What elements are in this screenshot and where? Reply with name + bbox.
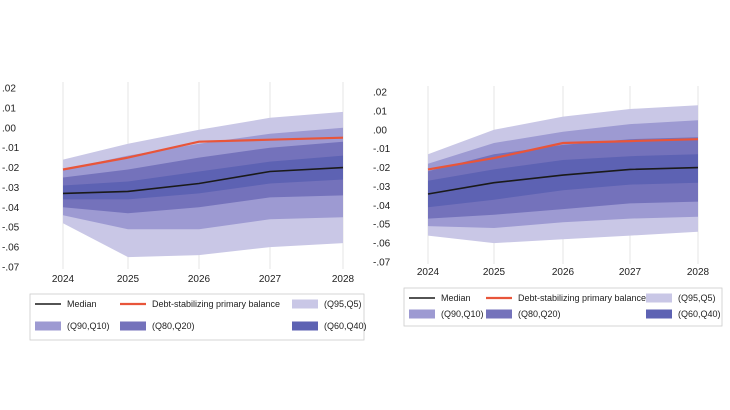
legend-label-q90_10: (Q90,Q10): [67, 321, 110, 331]
x-tick-label-2028: 2028: [332, 274, 355, 285]
legend-label-stabilizing: Debt-stabilizing primary balance: [152, 299, 280, 309]
legend-label-q95_5: (Q95,Q5): [324, 299, 362, 309]
legend-label-q60_40: (Q60,Q40): [678, 309, 721, 319]
x-tick-label-2027: 2027: [619, 267, 642, 278]
legend: Median Debt-stabilizing primary balance (Q…: [403, 287, 723, 327]
median-line: [427, 166, 699, 195]
y-tick-label: -.04: [373, 201, 391, 212]
legend-label-q90_10: (Q90,Q10): [441, 309, 484, 319]
legend: Median Debt-stabilizing primary balance (Q…: [29, 293, 367, 341]
x-tick-label-2027: 2027: [259, 274, 282, 285]
legend-label-stabilizing: Debt-stabilizing primary balance: [518, 293, 646, 303]
legend-label-q80_20: (Q80,Q20): [152, 321, 195, 331]
legend-label-q80_20: (Q80,Q20): [518, 309, 561, 319]
legend-label-median: Median: [441, 293, 471, 303]
y-tick-label: .01: [2, 103, 16, 114]
y-tick-label: -.06: [373, 239, 391, 250]
legend-swatch-q90_10: [35, 321, 61, 331]
y-tick-label: .01: [373, 106, 387, 117]
y-tick-label: -.02: [2, 163, 20, 174]
legend-swatch-q95_5: [292, 299, 318, 309]
legend-swatch-q95_5: [646, 293, 672, 303]
right-fan-chart: .02 .01 .00 -.01 -.02 -.03 -.04 -.05 -.06 -.07 202…: [373, 86, 723, 327]
x-tick-label-2026: 2026: [188, 274, 211, 285]
x-tick-label-2024: 2024: [52, 274, 75, 285]
legend-swatch-q80_20: [120, 321, 146, 331]
legend-swatch-q60_40: [292, 321, 318, 331]
x-tick-label-2028: 2028: [687, 267, 710, 278]
legend-swatch-q60_40: [646, 309, 672, 319]
x-tick-label-2025: 2025: [483, 267, 506, 278]
y-tick-label: -.06: [2, 243, 20, 254]
y-tick-label: -.07: [2, 263, 20, 274]
y-tick-label: -.03: [2, 183, 20, 194]
legend-swatch-q90_10: [409, 309, 435, 319]
band-q60-40: [428, 154, 698, 208]
y-tick-label: -.03: [373, 182, 391, 193]
y-tick-label: .02: [373, 88, 387, 99]
debt-stabilizing-line: [427, 138, 699, 171]
legend-label-q60_40: (Q60,Q40): [324, 321, 367, 331]
x-tick-label-2025: 2025: [117, 274, 140, 285]
y-tick-label: .00: [373, 125, 387, 136]
y-tick-label: -.01: [2, 143, 20, 154]
y-tick-label: -.05: [373, 220, 391, 231]
debt-stabilizing-line: [62, 136, 344, 171]
y-tick-label: -.07: [373, 258, 391, 269]
y-tick-label: -.01: [373, 144, 391, 155]
x-tick-label-2024: 2024: [417, 267, 440, 278]
left-fan-chart: .02 .01 .00 -.01 -.02 -.03 -.04 -.05 -.06 -.07 202…: [2, 82, 367, 341]
y-tick-label: -.05: [2, 223, 20, 234]
legend-swatch-q80_20: [486, 309, 512, 319]
y-tick-label: -.04: [2, 203, 20, 214]
median-line: [62, 166, 344, 195]
y-tick-label: -.02: [373, 163, 391, 174]
y-tick-label: .02: [2, 84, 16, 95]
legend-label-q95_5: (Q95,Q5): [678, 293, 716, 303]
band-q60-40: [63, 155, 343, 200]
y-tick-label: .00: [2, 123, 16, 134]
legend-label-median: Median: [67, 299, 97, 309]
x-tick-label-2026: 2026: [552, 267, 575, 278]
